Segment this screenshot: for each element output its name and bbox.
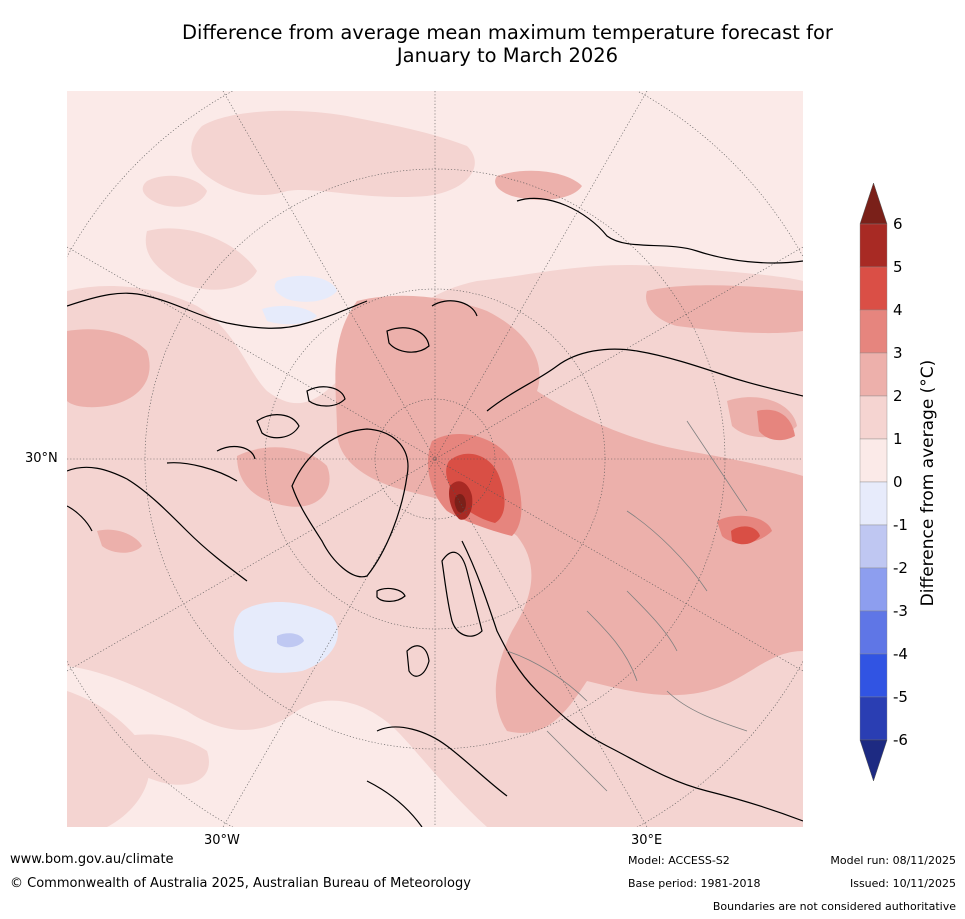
boundaries-disclaimer: Boundaries are not considered authoritat…	[712, 900, 956, 913]
colorbar	[855, 180, 965, 785]
colorbar-band	[859, 696, 888, 741]
graticule	[67, 91, 803, 827]
colorbar-tick-label: 0	[893, 473, 903, 491]
colorbar-band	[859, 266, 888, 311]
colorbar-tick-label: -4	[893, 645, 908, 663]
colorbar-tick-label: 2	[893, 387, 903, 405]
coastline-british-isles	[406, 645, 430, 677]
colorbar-tick-label: 5	[893, 258, 903, 276]
colorbar-band	[859, 309, 888, 354]
copyright-notice: © Commonwealth of Australia 2025, Austra…	[10, 876, 471, 891]
colorbar-band	[859, 223, 888, 268]
colorbar-tick-label: 4	[893, 301, 903, 319]
coastline-scandinavia	[441, 551, 483, 637]
lat-label-30n: 30°N	[25, 451, 58, 466]
colorbar-band	[859, 610, 888, 655]
map-title-line-1: Difference from average mean maximum tem…	[182, 21, 833, 44]
colorbar-band	[859, 653, 888, 698]
colorbar-over-arrow	[859, 182, 888, 225]
coastline-arctic-islands	[216, 300, 478, 460]
anomaly-band-above-6	[454, 494, 466, 513]
colorbar-tick-label: -1	[893, 516, 908, 534]
colorbar-band	[859, 524, 888, 569]
colorbar-tick-label: -2	[893, 559, 908, 577]
colorbar-tick-label: -3	[893, 602, 908, 620]
coastline-north-america	[67, 292, 368, 582]
lon-label-30w: 30°W	[204, 833, 240, 848]
colorbar-label: Difference from average (°C)	[918, 359, 938, 607]
forecast-map	[67, 91, 803, 827]
colorbar-tick-label: -5	[893, 688, 908, 706]
map-title: Difference from average mean maximum tem…	[50, 21, 965, 67]
colorbar-tick-label: 3	[893, 344, 903, 362]
model-info: Model: ACCESS-S2	[628, 854, 730, 867]
coastlines	[67, 197, 803, 827]
colorbar-tick-label: 1	[893, 430, 903, 448]
colorbar-tick-label: 6	[893, 215, 903, 233]
anomaly-band-4-to-5	[446, 453, 760, 545]
coastline-europe-south	[366, 726, 508, 827]
colorbar-band	[859, 352, 888, 397]
colorbar-tick-label: -6	[893, 731, 908, 749]
colorbar-band	[859, 567, 888, 612]
colorbar-band	[859, 481, 888, 526]
issued-date: Issued: 10/11/2025	[849, 877, 956, 890]
lon-label-30e: 30°E	[631, 833, 663, 848]
colorbar-under-arrow	[859, 739, 888, 782]
national-borders	[506, 420, 748, 792]
coastline-iceland	[376, 587, 406, 602]
anomaly-band-minus-1-to-minus-2	[277, 633, 304, 648]
bom-climate-link[interactable]: www.bom.gov.au/climate	[10, 852, 174, 867]
model-run-date: Model run: 08/11/2025	[830, 854, 956, 867]
colorbar-band	[859, 395, 888, 440]
colorbar-svg	[859, 182, 888, 782]
forecast-map-svg	[67, 91, 803, 827]
base-period-info: Base period: 1981-2018	[628, 877, 761, 890]
coastline-eurasia	[461, 197, 803, 822]
map-title-line-2: January to March 2026	[396, 44, 619, 67]
coastline-greenland	[291, 428, 409, 578]
colorbar-band	[859, 438, 888, 483]
